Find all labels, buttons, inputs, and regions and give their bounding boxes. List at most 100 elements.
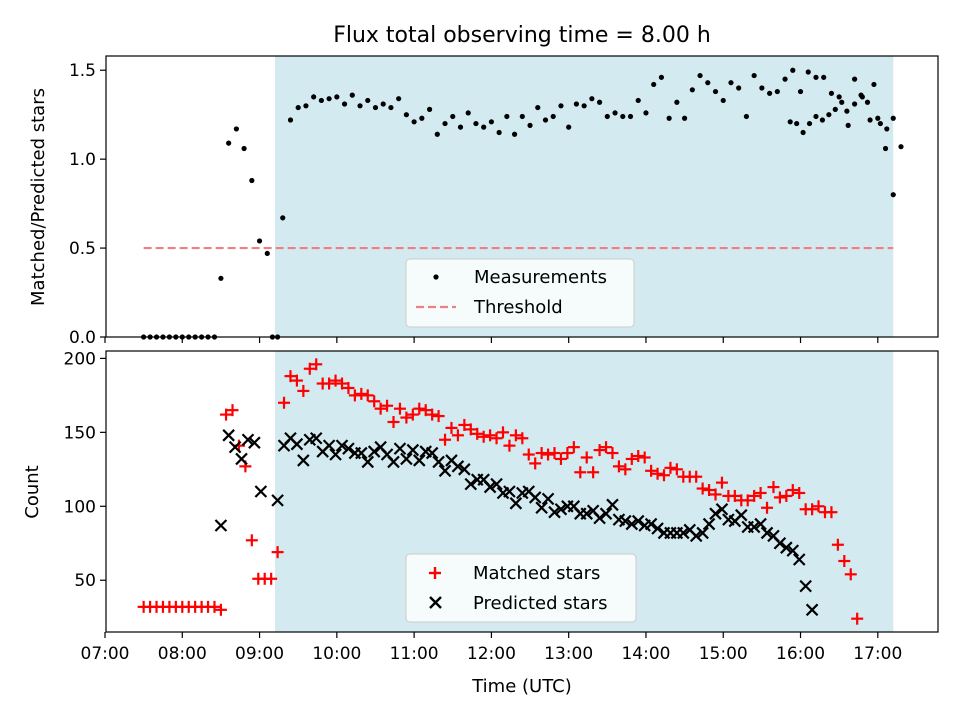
time-x-label: Time (UTC) (471, 676, 572, 697)
ratio-panel: 0.0 0.5 1.0 1.5 Matched/Predicted stars Mea… (28, 55, 939, 348)
x-tick-label: 07:00 (81, 644, 130, 664)
measurement-point (826, 112, 832, 118)
measurement-point (357, 103, 363, 109)
predicted-star-point (631, 514, 645, 528)
matched-star-point (806, 503, 819, 516)
matched-star-point (303, 362, 316, 375)
measurement-point (828, 90, 835, 96)
count-marks (137, 358, 864, 625)
predicted-star-point (535, 501, 548, 515)
measurement-point (226, 140, 232, 146)
matched-star-point (703, 484, 716, 497)
measurement-point (241, 145, 247, 152)
matched-star-point (265, 572, 278, 585)
measurement-point (326, 96, 332, 102)
predicted-star-point (335, 439, 349, 452)
measurement-point (372, 104, 379, 111)
measurement-point (403, 112, 409, 118)
matched-star-point (645, 464, 658, 477)
predicted-star-point (254, 485, 268, 498)
predicted-star-point (715, 502, 729, 516)
matched-star-point (580, 451, 593, 464)
predicted-star-point (361, 455, 375, 469)
predicted-star-point (342, 442, 355, 455)
measurement-point (643, 110, 649, 116)
matched-star-point (432, 410, 445, 423)
matched-star-point (516, 432, 529, 445)
measurement-point (790, 67, 796, 73)
matched-star-point (245, 534, 258, 547)
matched-star-point (290, 374, 303, 387)
ratio-x-ticks (104, 337, 879, 343)
count-panel: 50 100 150 200 07:00 08:00 09:00 10:00 11:00 12:… (22, 349, 939, 697)
predicted-star-point (387, 455, 400, 469)
measurement-point (465, 110, 471, 116)
matched-star-point (690, 470, 703, 483)
measurement-point (839, 99, 845, 105)
matched-star-point (567, 441, 580, 454)
x-tick-label: 13:00 (544, 644, 593, 664)
measurement-point (542, 117, 549, 123)
measurement-point (419, 115, 425, 121)
predicted-star-point (222, 429, 235, 442)
predicted-star-point (490, 477, 503, 491)
matched-star-point (812, 500, 825, 513)
matched-star-point (348, 389, 361, 402)
predicted-legend-label: Predicted stars (473, 593, 607, 614)
predicted-star-point (799, 579, 812, 593)
measurement-point (295, 104, 301, 111)
matched-star-point (413, 402, 426, 415)
matched-star-point (208, 600, 221, 613)
matched-star-point (728, 489, 741, 502)
measurement-point (365, 97, 371, 104)
matched-star-point (535, 447, 548, 460)
x-tick-label: 15:00 (699, 644, 748, 664)
measurement-point (875, 115, 881, 121)
ratio-panel-frame (105, 55, 939, 338)
matched-star-point (374, 402, 387, 415)
matched-star-point (619, 463, 632, 476)
predicted-star-point (241, 433, 255, 447)
ratio-y-label: Matched/Predicted stars (28, 88, 49, 306)
measurement-point (774, 88, 780, 95)
measurement-point (852, 101, 858, 107)
measurement-point (581, 103, 587, 109)
predicted-star-point (483, 480, 497, 494)
measurement-point (819, 117, 826, 123)
matched-star-point (593, 444, 606, 457)
matched-star-point (355, 387, 368, 400)
predicted-star-point (580, 507, 593, 520)
predicted-star-point (780, 541, 793, 554)
measurement-point (890, 192, 896, 198)
ratio-y-axis: 0.0 0.5 1.0 1.5 (69, 61, 106, 348)
measurement-point (736, 85, 742, 91)
matched-star-point (696, 482, 709, 495)
y-tick-label: 50 (74, 571, 96, 591)
matched-star-point (439, 433, 452, 446)
measurement-point (787, 119, 793, 125)
measurement-point (589, 96, 595, 102)
matched-star-point (329, 374, 342, 387)
matched-star-point (278, 396, 291, 409)
measurement-point (450, 113, 456, 120)
measurement-point (280, 215, 286, 221)
measurement-point (434, 131, 440, 137)
matched-star-point (664, 461, 677, 474)
measurement-point (380, 101, 386, 107)
measurement-point (473, 120, 479, 127)
measurement-point (612, 110, 618, 116)
measurement-point (890, 115, 896, 121)
measurement-point (705, 80, 711, 86)
measurement-point (751, 72, 757, 79)
count-y-label: Count (22, 465, 43, 518)
predicted-star-point (329, 448, 342, 461)
matched-star-point (393, 402, 406, 415)
matched-star-point (600, 441, 613, 454)
matched-star-point (464, 423, 477, 436)
predicted-star-point (406, 443, 420, 457)
matched-star-point (522, 448, 535, 461)
measurement-point (845, 122, 851, 128)
predicted-star-point (734, 508, 748, 522)
measurement-point (813, 113, 819, 120)
matched-star-point (426, 408, 439, 421)
